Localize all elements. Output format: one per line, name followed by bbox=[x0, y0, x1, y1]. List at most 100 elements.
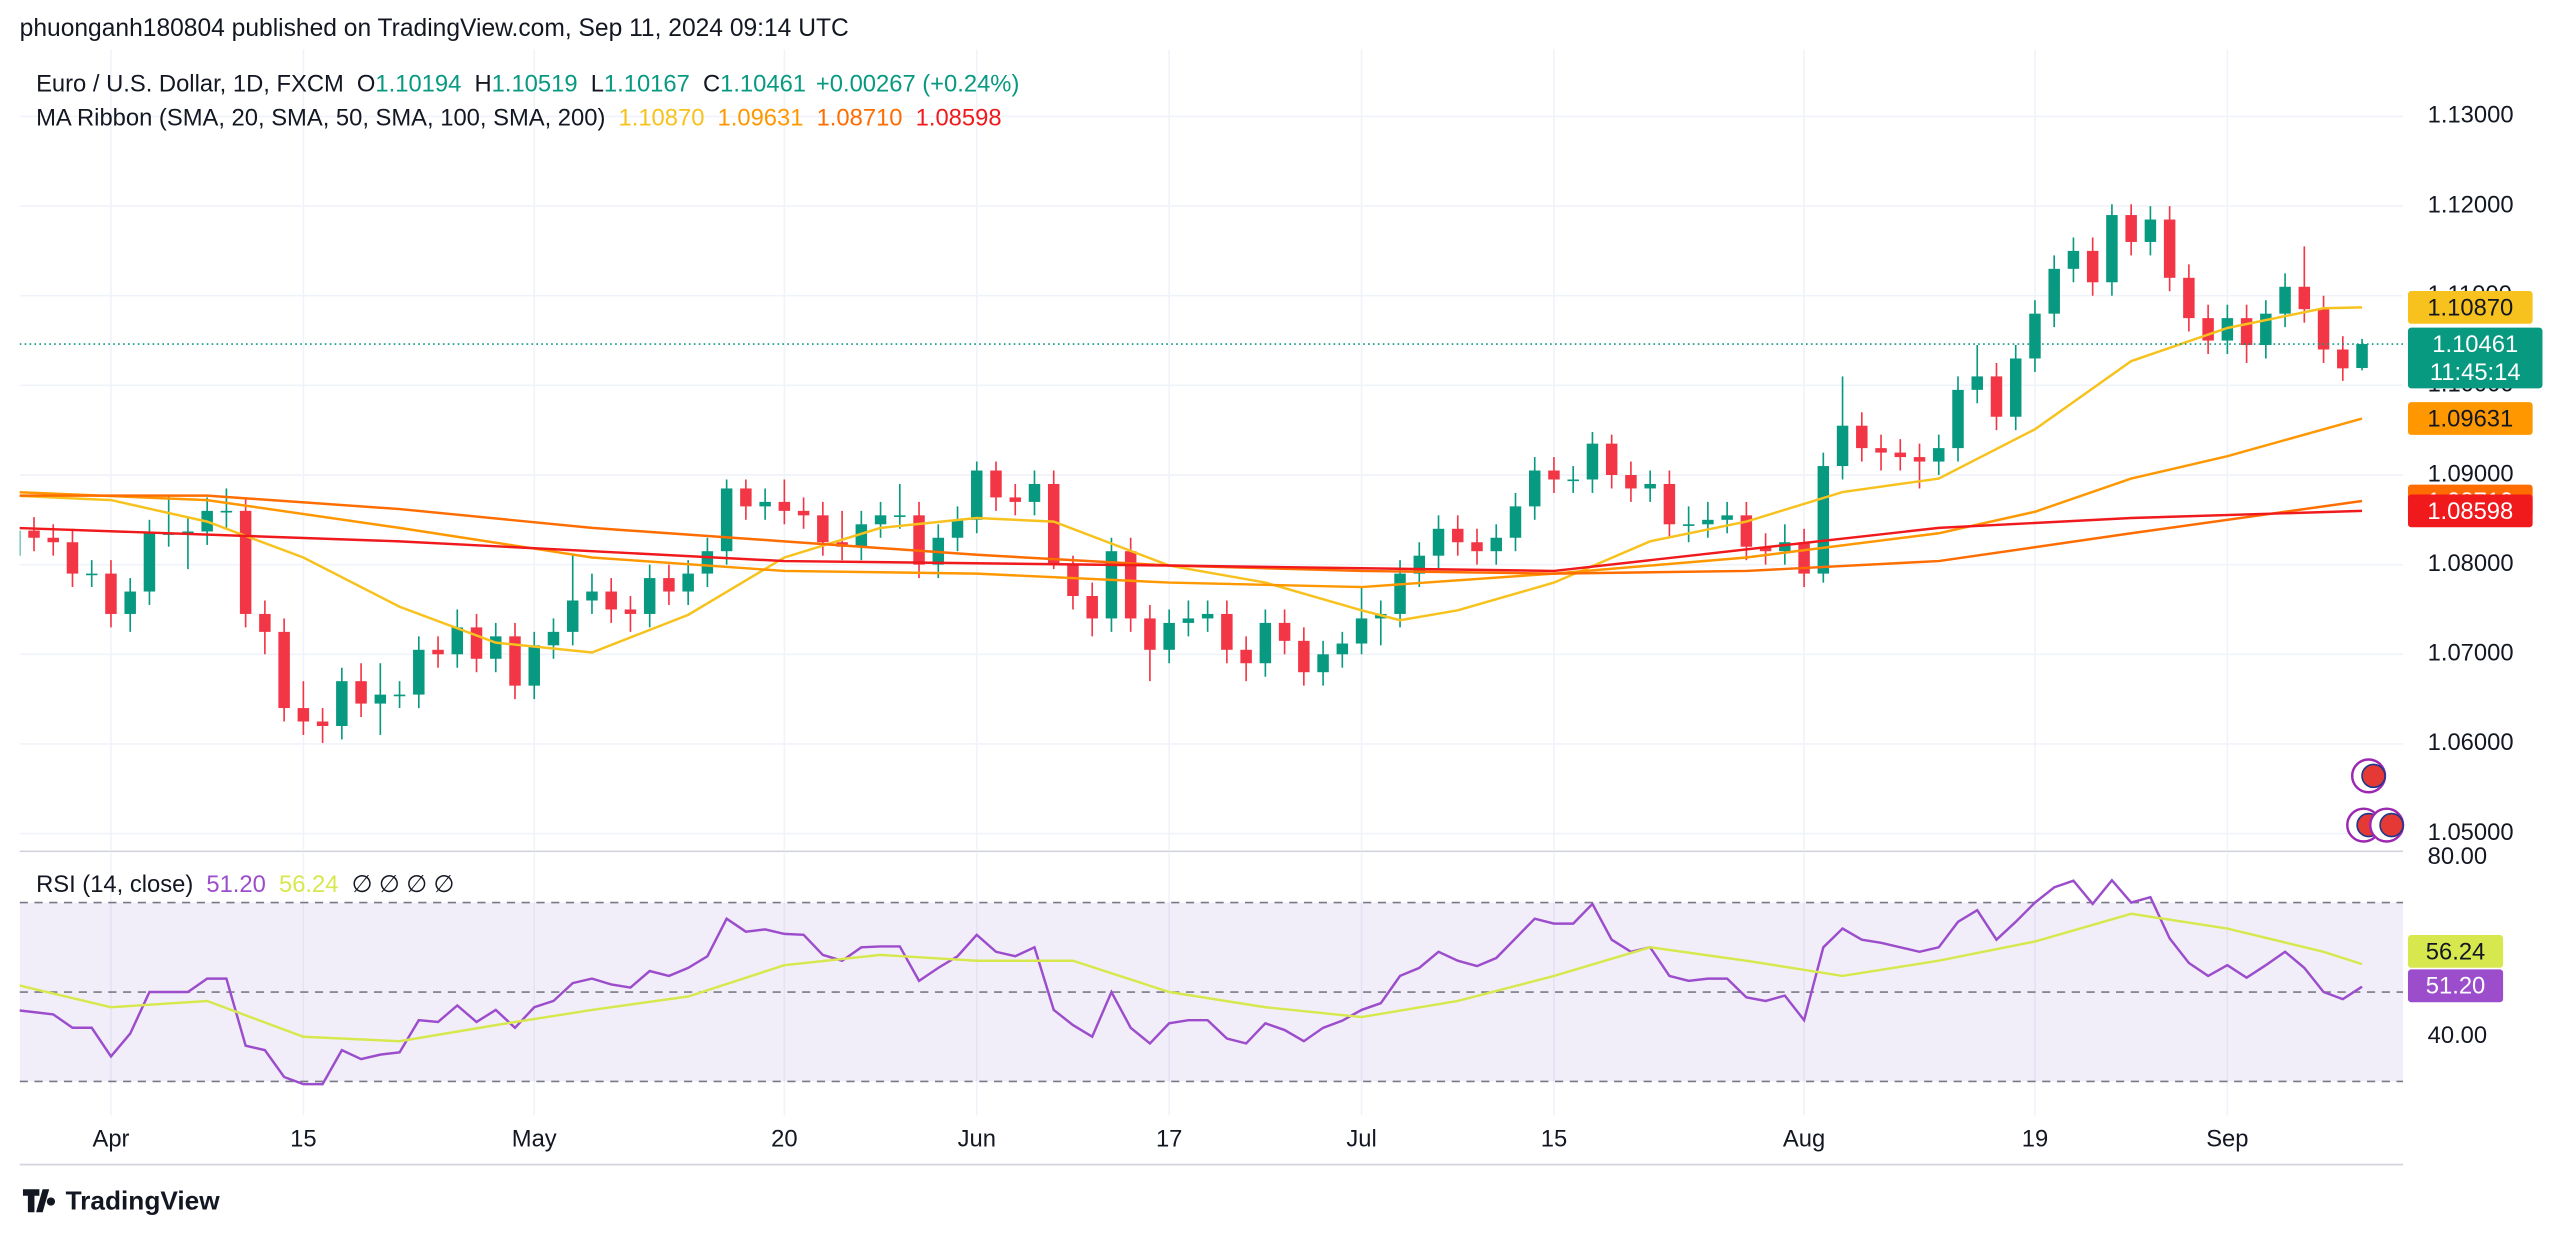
candle-body bbox=[239, 510, 252, 614]
legend: RSI (14, close) 51.20 56.24 ∅ ∅ ∅ ∅ bbox=[36, 871, 454, 898]
footer-brand: TradingView bbox=[66, 1185, 221, 1215]
candle-body bbox=[1702, 519, 1714, 525]
candle-body bbox=[855, 524, 868, 547]
candle-body bbox=[701, 551, 714, 574]
ohlc-label: C bbox=[703, 71, 720, 98]
countdown-label: 11:45:14 bbox=[2430, 359, 2521, 386]
candle-body bbox=[1471, 542, 1483, 552]
candle-body bbox=[2144, 219, 2157, 242]
ma-badge-label: 1.10870 bbox=[2427, 294, 2513, 321]
price-badge bbox=[2407, 327, 2543, 389]
candle-body bbox=[1105, 551, 1118, 619]
candle-body bbox=[2125, 215, 2137, 242]
ohlc-value: 1.10167 bbox=[604, 71, 690, 98]
y-tick-label: 1.06000 bbox=[2428, 729, 2514, 756]
candle-body bbox=[1933, 448, 1945, 462]
candle-body bbox=[1490, 537, 1502, 552]
candle-body bbox=[2240, 318, 2253, 346]
ohlc-label: O bbox=[357, 71, 376, 98]
y-tick-label: 1.08000 bbox=[2428, 550, 2514, 577]
candle-body bbox=[1124, 551, 1137, 619]
x-tick-label: Aug bbox=[1783, 1125, 1825, 1152]
candle-body bbox=[1856, 425, 1868, 449]
candle-body bbox=[2009, 358, 2022, 417]
candle-body bbox=[1894, 452, 1907, 458]
candle-body bbox=[1817, 466, 1830, 574]
candle-body bbox=[413, 649, 425, 695]
x-tick-label: Apr bbox=[92, 1125, 129, 1152]
candle-body bbox=[2221, 318, 2234, 341]
rsi-tick-label: 80.00 bbox=[2428, 843, 2487, 870]
candle-body bbox=[393, 694, 406, 697]
candle-body bbox=[1509, 506, 1522, 538]
candle-body bbox=[1625, 475, 1637, 489]
candle-body bbox=[1548, 470, 1560, 480]
rsi-line bbox=[19, 912, 2363, 1043]
candle-body bbox=[643, 578, 656, 614]
candle-body bbox=[19, 530, 21, 556]
ma-value: 1.09631 bbox=[718, 105, 804, 132]
candle-body bbox=[1259, 622, 1272, 664]
candle-body bbox=[47, 537, 59, 543]
candle-body bbox=[1644, 483, 1656, 489]
candle-body bbox=[1528, 470, 1541, 507]
candle-body bbox=[2260, 313, 2272, 346]
candle-body bbox=[28, 530, 40, 538]
candle-body bbox=[1163, 622, 1175, 650]
change: +0.00267 (+0.24%) bbox=[816, 71, 1019, 98]
legend: Euro / U.S. Dollar, 1D, FXCM O1.10194 H1.1… bbox=[36, 71, 1019, 98]
candle-body bbox=[1586, 443, 1599, 480]
candle-body bbox=[894, 515, 906, 517]
candle-body bbox=[778, 501, 791, 511]
price-pane bbox=[19, 49, 2404, 850]
x-tick-label: May bbox=[512, 1125, 557, 1152]
x-tick-label: 20 bbox=[771, 1125, 797, 1152]
ma-badge-label: 1.09631 bbox=[2427, 405, 2513, 432]
candle-body bbox=[720, 488, 733, 552]
candle-body bbox=[951, 519, 964, 538]
candle-body bbox=[1567, 479, 1579, 482]
x-tick-label: 17 bbox=[1156, 1125, 1182, 1152]
candle-body bbox=[1144, 618, 1156, 650]
candle-body bbox=[1432, 528, 1445, 556]
symbol: Euro / U.S. Dollar, 1D, FXCM bbox=[36, 71, 344, 98]
candle-body bbox=[605, 591, 617, 610]
ma-title: MA Ribbon (SMA, 20, SMA, 50, SMA, 100, S… bbox=[36, 105, 605, 132]
ohlc-label: L bbox=[591, 71, 604, 98]
ma-line bbox=[19, 494, 2363, 575]
x-tick-label: 19 bbox=[2022, 1125, 2048, 1152]
candle-body bbox=[1028, 483, 1041, 502]
rsi-extras: ∅ ∅ ∅ ∅ bbox=[352, 871, 455, 898]
candle-body bbox=[1990, 376, 2003, 417]
candle-body bbox=[2106, 215, 2118, 283]
candle-body bbox=[105, 573, 117, 614]
candle-body bbox=[2048, 268, 2060, 314]
x-tick-label: Sep bbox=[2206, 1125, 2248, 1152]
ma-badge bbox=[2407, 494, 2533, 528]
y-tick-label: 1.13000 bbox=[2428, 102, 2514, 129]
candle-body bbox=[2029, 313, 2041, 359]
rsi-tick-label: 40.00 bbox=[2428, 1022, 2487, 1049]
candle-body bbox=[2317, 309, 2330, 350]
header: phuonganh180804 published on TradingView… bbox=[20, 15, 849, 42]
ma-line bbox=[19, 417, 2363, 589]
candle-body bbox=[1971, 376, 1983, 390]
candle-body bbox=[316, 721, 329, 726]
logo bbox=[22, 1189, 56, 1213]
candle-body bbox=[797, 510, 810, 516]
candle-body bbox=[2163, 219, 2176, 278]
candle-body bbox=[1682, 524, 1695, 526]
candle-body bbox=[1913, 457, 1926, 462]
candle-body bbox=[759, 501, 771, 507]
candle-body bbox=[547, 631, 560, 646]
candle-body bbox=[1952, 389, 1964, 449]
candle-body bbox=[1009, 497, 1021, 502]
candle-body bbox=[1221, 613, 1233, 650]
candle-body bbox=[336, 681, 348, 726]
candle-body bbox=[874, 515, 887, 525]
candle-body bbox=[182, 531, 194, 534]
candle-body bbox=[66, 542, 79, 574]
x-tick-label: 15 bbox=[1541, 1125, 1567, 1152]
